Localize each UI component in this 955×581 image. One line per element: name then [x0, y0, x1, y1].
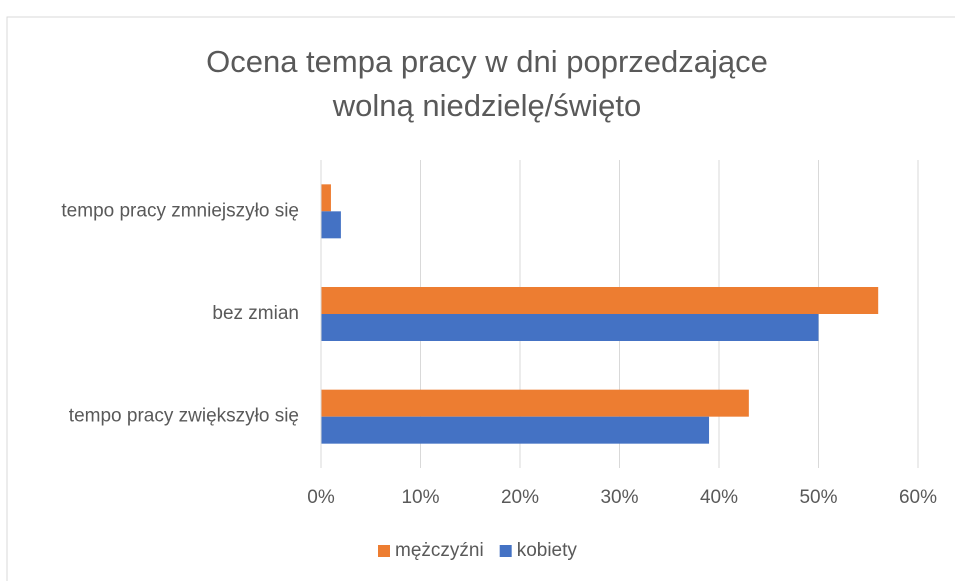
bar	[321, 314, 819, 341]
x-tick-label: 30%	[600, 487, 638, 508]
chart-title: Ocena tempa pracy w dni poprzedzające wo…	[206, 44, 768, 123]
legend-label: kobiety	[517, 540, 578, 561]
x-tick-label: 0%	[307, 487, 335, 508]
bar	[321, 287, 879, 314]
x-tick-label: 50%	[799, 487, 837, 508]
x-tick-label: 20%	[501, 487, 539, 508]
bar	[321, 416, 710, 444]
y-tick-label: tempo pracy zwiększyło się	[69, 406, 299, 427]
x-tick-label: 10%	[401, 487, 439, 508]
x-tick-label: 60%	[899, 487, 937, 508]
legend-swatch	[378, 545, 390, 557]
x-tick-label: 40%	[700, 487, 738, 508]
legend-label: mężczyźni	[395, 540, 484, 561]
legend-swatch	[499, 545, 512, 557]
bar	[321, 184, 331, 212]
y-tick-label: tempo pracy zmniejszyło się	[61, 200, 299, 221]
bar	[321, 211, 341, 239]
bar	[321, 389, 749, 417]
y-tick-label: bez zmian	[212, 303, 299, 324]
